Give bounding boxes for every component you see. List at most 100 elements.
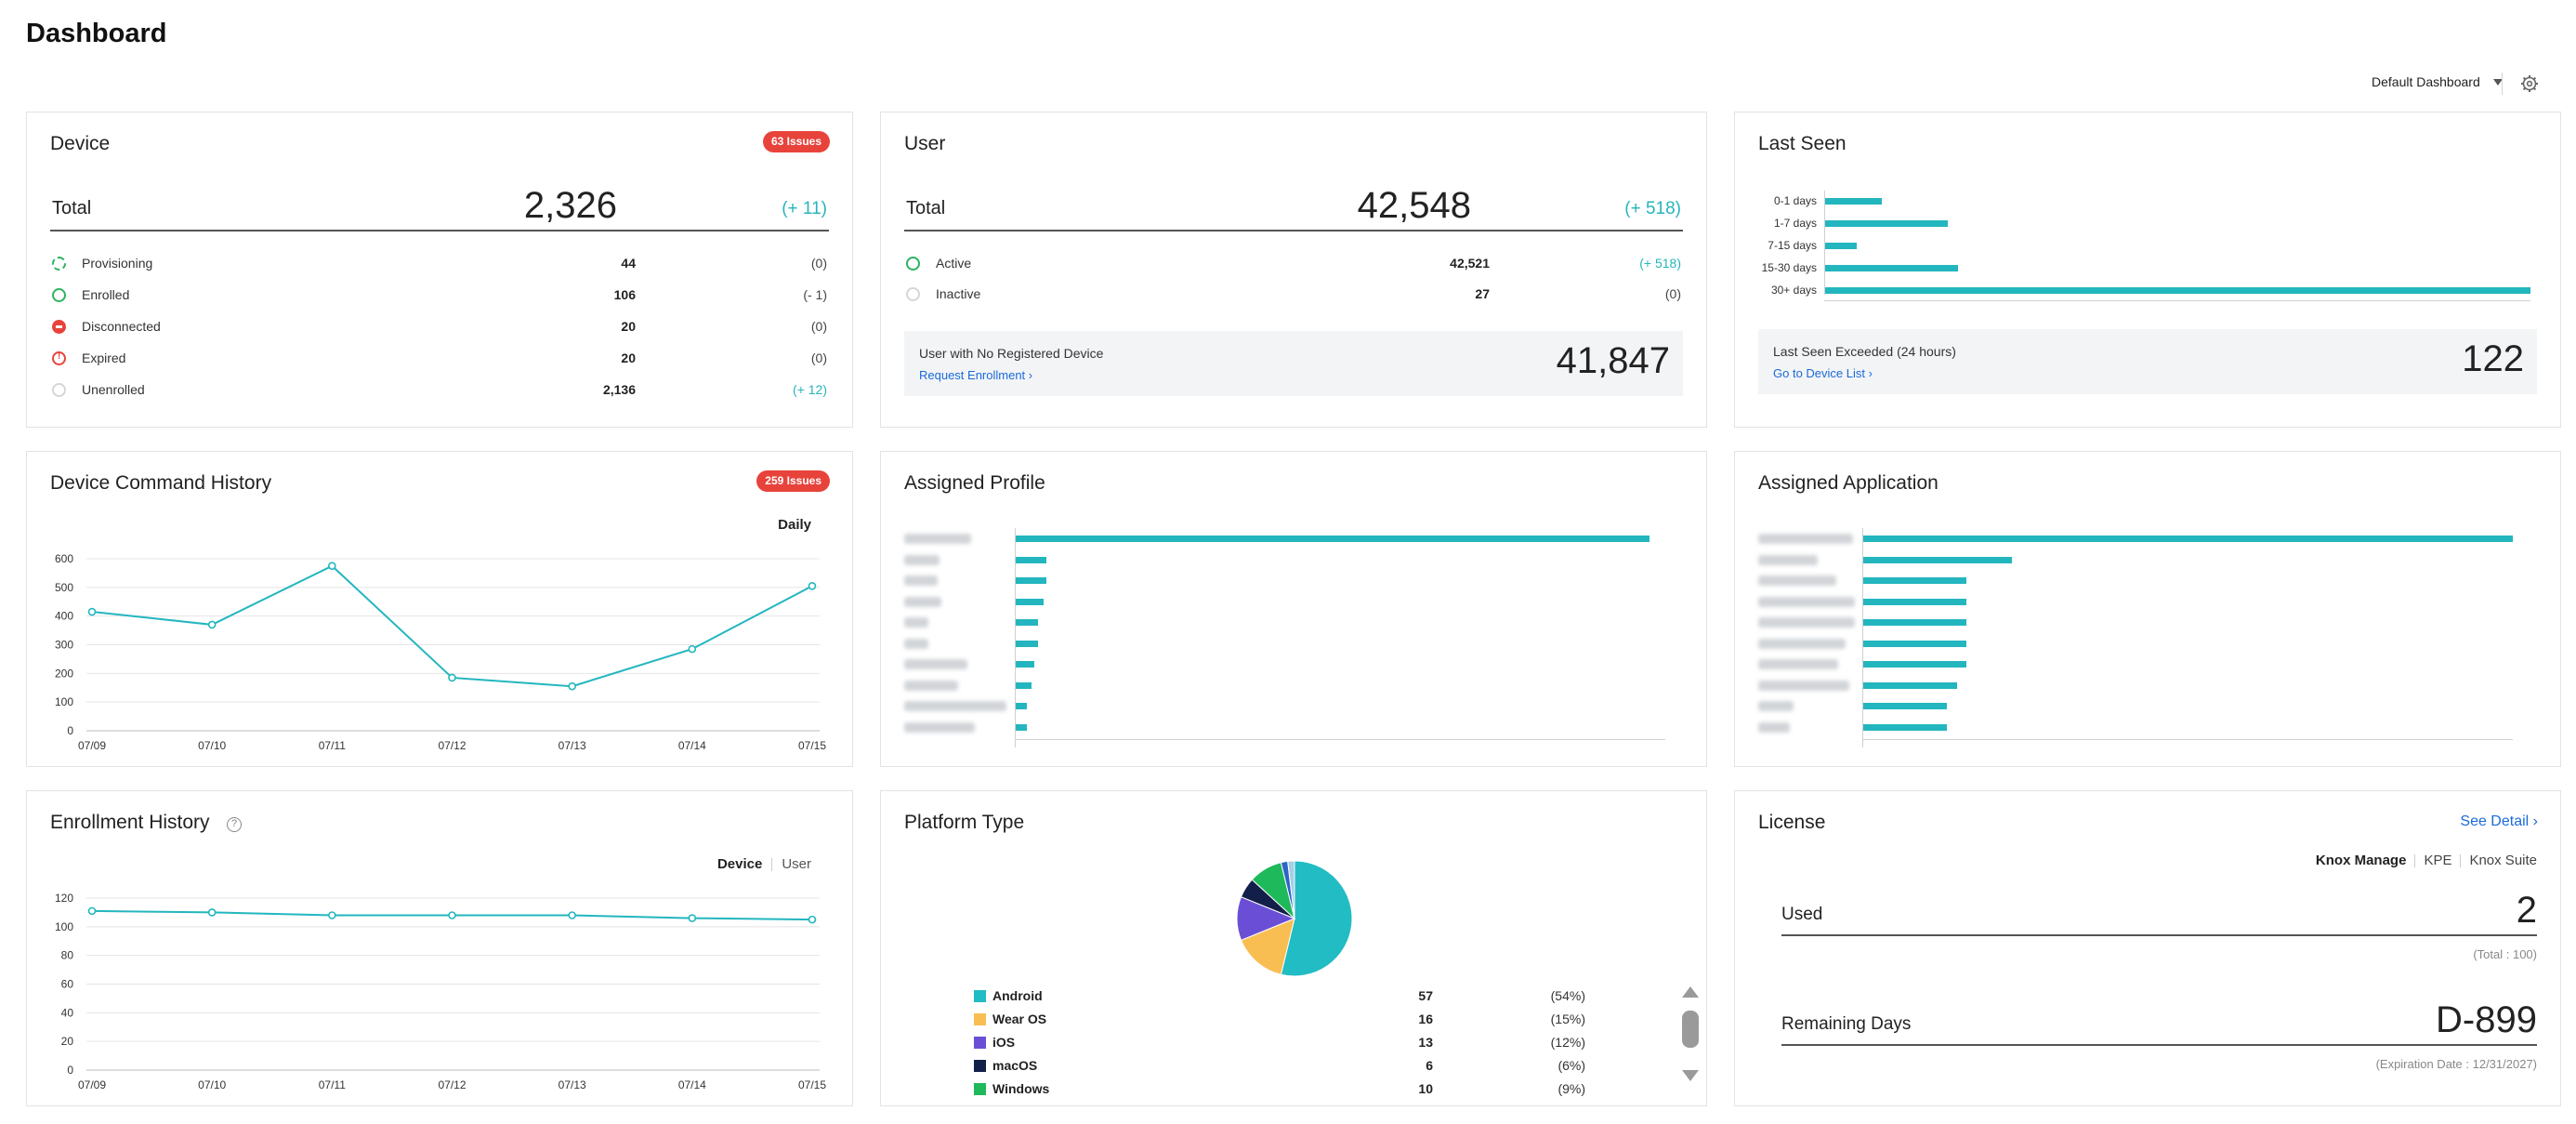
blurred-label <box>1758 554 1818 565</box>
pie-slice <box>1240 918 1295 975</box>
tab-knox-manage[interactable]: Knox Manage <box>2315 853 2407 868</box>
issues-badge[interactable]: 63 Issues <box>762 131 830 152</box>
enrollment-history-card: Enrollment History ? Device User 0 20 40 60… <box>26 790 853 1106</box>
device-card: Device 63 Issues Total 2,326 (+ 11) Prov… <box>26 112 853 428</box>
status-row-enrolled: Enrolled 106 (- 1) <box>50 285 829 304</box>
y-tick-label: 120 <box>55 892 73 905</box>
period-label[interactable]: Daily <box>778 517 811 533</box>
bar <box>1015 536 1649 542</box>
data-point <box>87 607 97 616</box>
y-tick-label: 20 <box>61 1035 74 1048</box>
legend-name: Windows <box>992 1081 1050 1096</box>
series-line <box>91 564 813 688</box>
status-count[interactable]: 20 <box>621 319 636 334</box>
status-delta: (0) <box>1664 286 1681 301</box>
status-count[interactable]: 106 <box>613 287 636 302</box>
status-delta: (- 1) <box>803 287 827 302</box>
total-label: Total <box>52 198 92 218</box>
license-used-row: Used 2 <box>1781 884 2537 936</box>
x-tick-label: 07/15 <box>798 1078 826 1091</box>
blurred-label <box>1758 659 1838 669</box>
question-circle-icon[interactable]: ? <box>227 817 242 832</box>
bar <box>1862 556 2012 563</box>
y-axis-line <box>1824 191 1825 295</box>
legend-count: 57 <box>1418 988 1433 1003</box>
device-user-toggle: Device User <box>717 856 811 872</box>
bar-label: 7-15 days <box>1768 239 1817 252</box>
bar <box>1015 640 1039 647</box>
status-count[interactable]: 44 <box>621 256 636 271</box>
status-count[interactable]: 27 <box>1475 286 1490 301</box>
blurred-label <box>904 701 1006 711</box>
pie-slice <box>1287 860 1295 919</box>
no-device-label: User with No Registered Device <box>919 346 1104 361</box>
status-label: Inactive <box>936 286 981 301</box>
x-tick-label: 07/12 <box>438 1078 466 1091</box>
bar <box>1824 198 1883 205</box>
legend-row: macOS 6 (6%) <box>881 1056 1708 1078</box>
y-tick-label: 40 <box>61 1006 74 1019</box>
toolbar-divider <box>2502 73 2503 95</box>
go-to-device-list-link[interactable]: Go to Device List › <box>1773 366 1873 380</box>
blurred-label <box>904 638 928 649</box>
used-total-note: (Total : 100) <box>2473 947 2537 961</box>
tab-knox-suite[interactable]: Knox Suite <box>2469 853 2537 868</box>
total-row: Total 2,326 (+ 11) <box>50 179 829 231</box>
bar-label: 0-1 days <box>1773 194 1817 207</box>
y-axis-line <box>1862 528 1863 747</box>
exceeded-value[interactable]: 122 <box>2462 338 2524 379</box>
status-label: Unenrolled <box>82 382 145 397</box>
status-delta: (0) <box>810 319 827 334</box>
no-device-value[interactable]: 41,847 <box>1556 340 1670 381</box>
total-row: Total 42,548 (+ 518) <box>904 179 1683 231</box>
blurred-label <box>1758 534 1853 544</box>
legend-row: Android 57 (54%) <box>881 986 1708 1009</box>
x-tick-label: 07/14 <box>678 739 706 752</box>
total-value[interactable]: 2,326 <box>523 185 617 226</box>
bar <box>1862 598 1966 605</box>
blurred-label <box>904 596 941 607</box>
expired-icon <box>52 351 66 365</box>
toggle-user[interactable]: User <box>782 856 811 872</box>
status-count[interactable]: 42,521 <box>1450 256 1490 271</box>
toggle-device[interactable]: Device <box>716 856 763 872</box>
used-label: Used <box>1781 905 1823 924</box>
status-count[interactable]: 2,136 <box>602 382 636 397</box>
bar <box>1015 723 1027 731</box>
blurred-label <box>904 554 940 565</box>
bar-label: 30+ days <box>1770 284 1817 297</box>
license-card: License See Detail › Knox Manage KPE Kno… <box>1734 790 2561 1106</box>
see-detail-label: See Detail <box>2460 813 2530 829</box>
issues-badge[interactable]: 259 Issues <box>756 470 830 492</box>
legend-percent: (54%) <box>1550 988 1585 1003</box>
y-tick-label: 0 <box>67 724 73 737</box>
gear-icon[interactable] <box>2520 74 2539 93</box>
bar-label: 1-7 days <box>1773 217 1817 230</box>
see-detail-link[interactable]: See Detail › <box>2460 813 2538 830</box>
blurred-label <box>1758 617 1855 628</box>
blurred-label <box>904 721 975 733</box>
dashboard-select-value: Default Dashboard <box>2372 74 2480 89</box>
card-title: License <box>1758 812 1826 833</box>
scrollbar-thumb[interactable] <box>1682 1011 1699 1048</box>
card-title: Assigned Application <box>1758 472 1939 494</box>
request-enrollment-label: Request Enrollment <box>919 368 1026 382</box>
status-count[interactable]: 20 <box>621 350 636 365</box>
tab-kpe[interactable]: KPE <box>2424 853 2452 868</box>
expiration-note: (Expiration Date : 12/31/2027) <box>2375 1057 2537 1071</box>
bar <box>1862 577 1966 584</box>
card-title: Assigned Profile <box>904 472 1045 494</box>
data-point <box>87 906 97 916</box>
scroll-down-arrow-icon[interactable] <box>1682 1070 1699 1081</box>
request-enrollment-link[interactable]: Request Enrollment › <box>919 368 1032 382</box>
scroll-up-arrow-icon[interactable] <box>1682 986 1699 998</box>
status-label: Active <box>936 256 972 271</box>
card-title: Enrollment History <box>50 812 210 833</box>
x-tick-label: 07/10 <box>198 739 226 752</box>
inactive-icon <box>906 287 920 301</box>
y-tick-label: 200 <box>55 667 73 680</box>
dashboard-select[interactable]: Default Dashboard <box>2372 74 2503 89</box>
x-tick-label: 07/11 <box>319 1078 346 1091</box>
status-label: Enrolled <box>82 287 130 302</box>
total-value[interactable]: 42,548 <box>1357 185 1471 226</box>
